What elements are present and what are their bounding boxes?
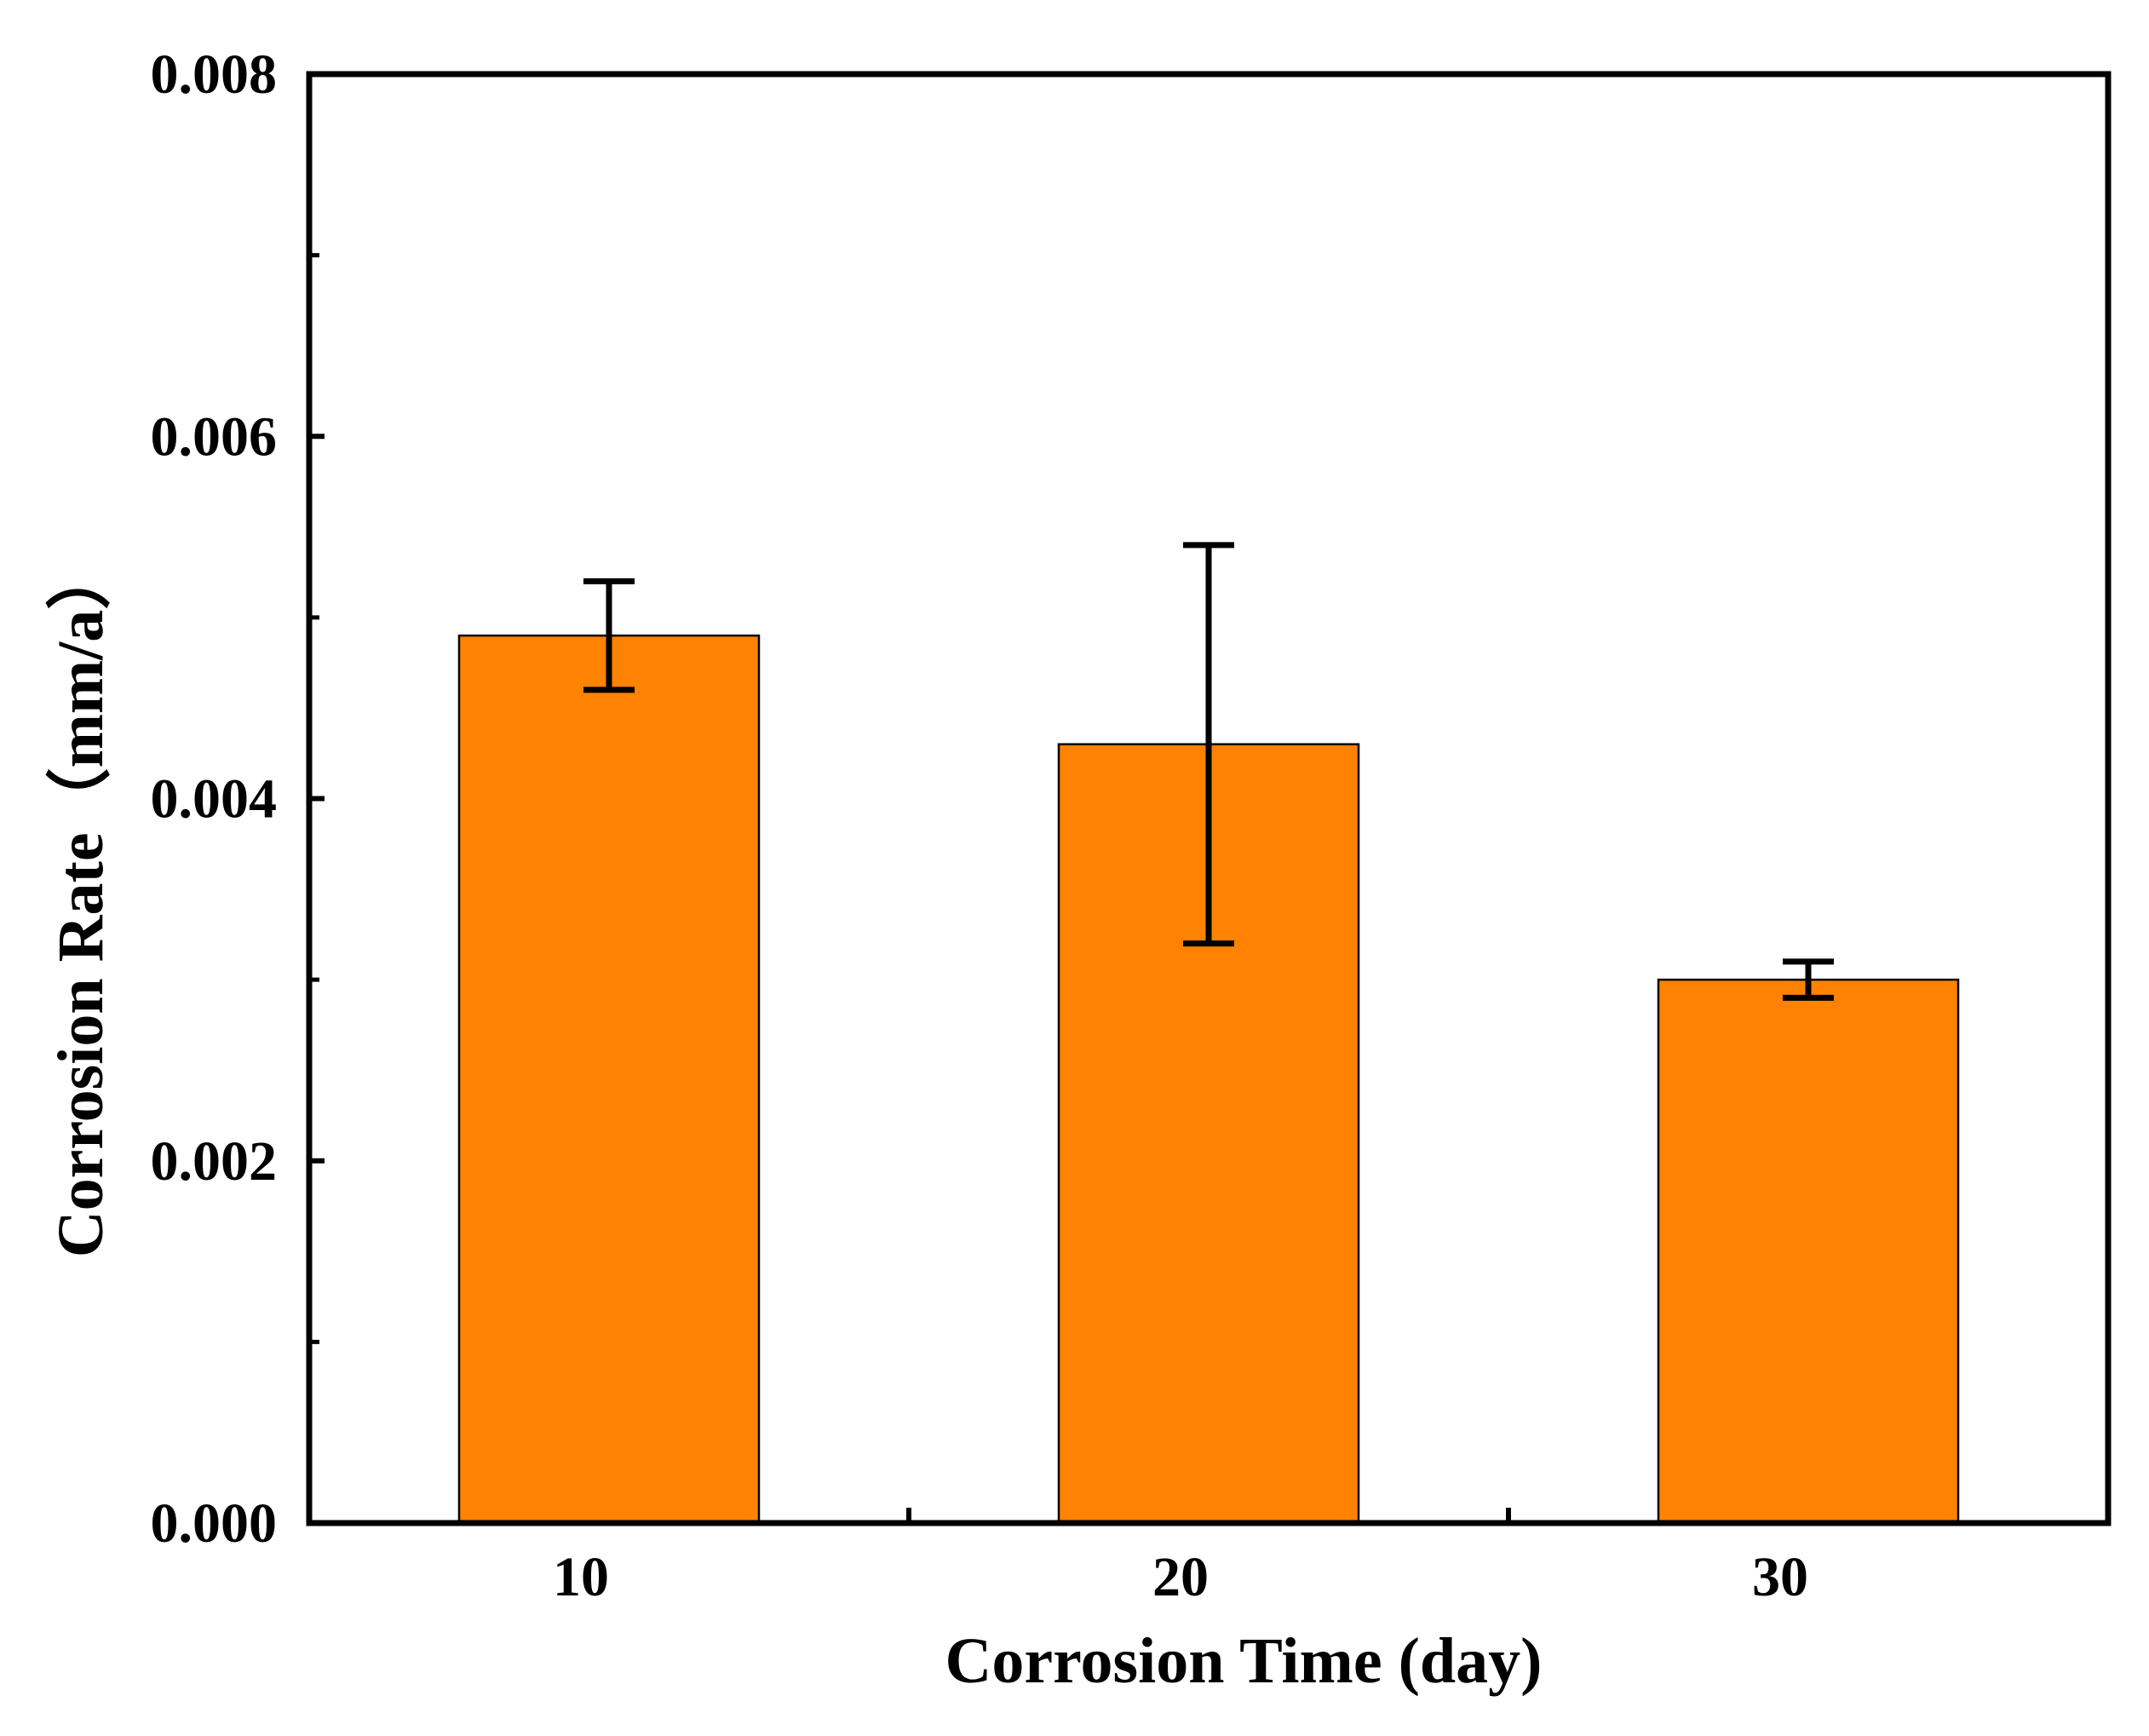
error-bar-10 [583, 578, 635, 693]
bar-10 [457, 634, 761, 1525]
errorbars-layer [583, 542, 1834, 1001]
bar-30 [1657, 978, 1960, 1525]
error-bar-30 [1783, 958, 1834, 1001]
y-tick-label: 0.008 [151, 43, 278, 106]
y-tick-label: 0.002 [151, 1130, 278, 1193]
y-tick-label: 0.006 [151, 405, 278, 468]
y-axis-ticks: 0.000 0.002 0.004 0.006 0.008 [151, 43, 325, 1555]
x-axis-ticks: 10 20 30 [553, 1508, 1808, 1608]
x-tick-label: 20 [1152, 1546, 1209, 1608]
x-axis-title: Corrosion Time (day) [945, 1625, 1543, 1697]
error-bar-20 [1183, 542, 1234, 947]
x-tick-label: 10 [553, 1546, 609, 1608]
y-axis-title: Corrosion Rate（mm/a） [45, 545, 117, 1258]
y-tick-label: 0.004 [151, 768, 278, 831]
x-tick-label: 30 [1752, 1546, 1808, 1608]
y-tick-label: 0.000 [151, 1492, 278, 1555]
